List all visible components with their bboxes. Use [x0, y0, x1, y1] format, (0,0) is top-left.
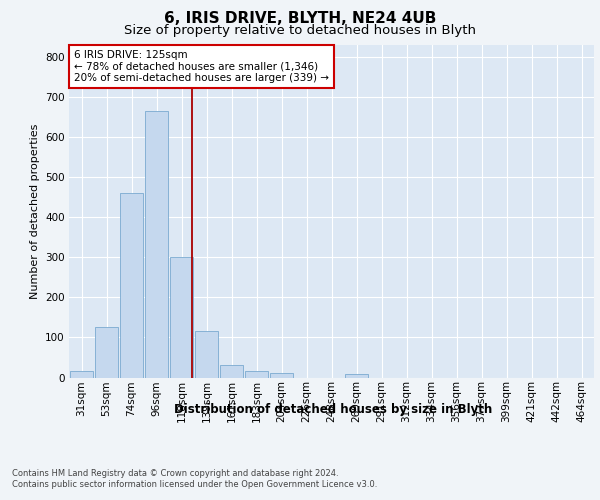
Bar — [120, 193, 143, 378]
Bar — [245, 372, 268, 378]
Text: 6 IRIS DRIVE: 125sqm
← 78% of detached houses are smaller (1,346)
20% of semi-de: 6 IRIS DRIVE: 125sqm ← 78% of detached h… — [74, 50, 329, 83]
Bar — [70, 370, 93, 378]
Bar — [95, 328, 118, 378]
Bar — [170, 258, 193, 378]
Bar — [345, 374, 368, 378]
Text: Contains public sector information licensed under the Open Government Licence v3: Contains public sector information licen… — [12, 480, 377, 489]
Bar — [195, 332, 218, 378]
Y-axis label: Number of detached properties: Number of detached properties — [29, 124, 40, 299]
Text: Distribution of detached houses by size in Blyth: Distribution of detached houses by size … — [174, 402, 492, 415]
Text: 6, IRIS DRIVE, BLYTH, NE24 4UB: 6, IRIS DRIVE, BLYTH, NE24 4UB — [164, 11, 436, 26]
Bar — [145, 111, 168, 378]
Bar — [220, 364, 243, 378]
Text: Size of property relative to detached houses in Blyth: Size of property relative to detached ho… — [124, 24, 476, 37]
Bar — [270, 374, 293, 378]
Text: Contains HM Land Registry data © Crown copyright and database right 2024.: Contains HM Land Registry data © Crown c… — [12, 469, 338, 478]
